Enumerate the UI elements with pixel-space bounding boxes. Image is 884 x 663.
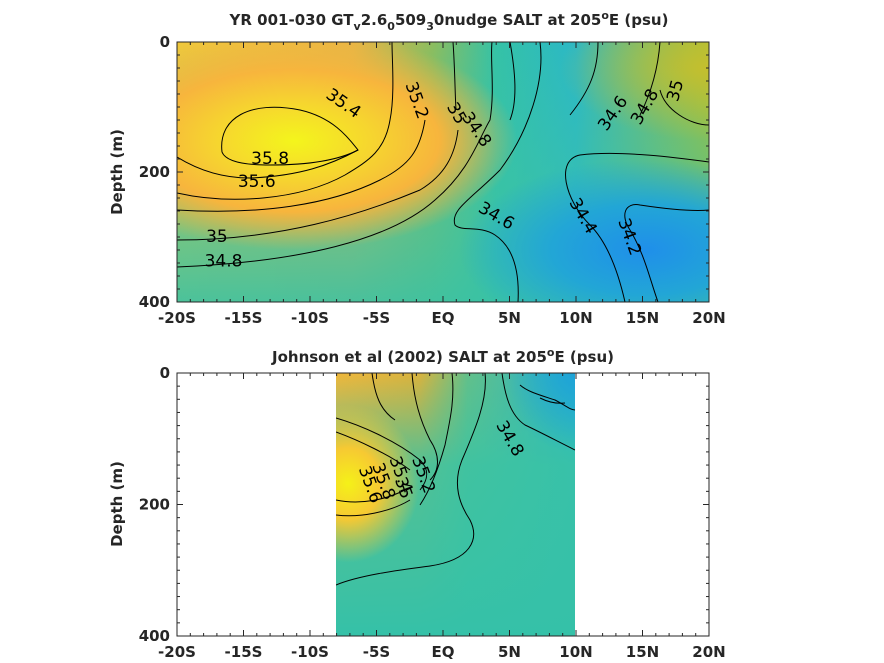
contour-line (565, 152, 709, 302)
top-x-tick-label: -10S (291, 309, 329, 327)
bottom-x-tick-label: 10N (559, 643, 592, 661)
top-y-axis-label: Depth (m) (108, 129, 126, 215)
top-panel: YR 001-030 GTv2.6050930nudge SALT at 205… (108, 9, 726, 327)
top-x-tick-label: -20S (158, 309, 196, 327)
top-x-tick-label: 15N (626, 309, 659, 327)
contour-line (453, 42, 542, 302)
contour-line (336, 373, 486, 586)
contour-line (539, 397, 566, 404)
top-x-tick-label: -5S (363, 309, 390, 327)
contour-line (177, 42, 493, 268)
contour-line (336, 499, 411, 517)
top-x-tick-label: EQ (432, 309, 455, 327)
top-y-tick-label: 400 (139, 293, 170, 311)
contour-line (419, 373, 454, 506)
contour-line (519, 384, 575, 411)
bottom-y-tick-label: 200 (139, 496, 170, 514)
contour-line (371, 373, 396, 421)
contour-line (659, 89, 709, 126)
contour-label: 35.8 (251, 149, 289, 169)
contour-line (501, 373, 575, 451)
bottom-panel: Johnson et al (2002) SALT at 205oE (psu)… (108, 346, 726, 661)
contour-line (177, 119, 426, 212)
top-x-tick-label: -15S (225, 309, 263, 327)
top-y-tick-label: 200 (139, 163, 170, 181)
bottom-y-axis-label: Depth (m) (108, 461, 126, 547)
bottom-x-tick-label: EQ (432, 643, 455, 661)
contour-line (177, 129, 459, 241)
top-y-tick-label: 0 (160, 33, 170, 51)
top-x-tick-label: 10N (559, 309, 592, 327)
contour-line (177, 149, 359, 179)
contour-line (336, 417, 428, 491)
contour-line (411, 373, 438, 481)
contour-line (452, 42, 457, 111)
bottom-y-tick-label: 0 (160, 364, 170, 382)
contour-label: 34.8 (205, 252, 243, 272)
bottom-x-tick-label: -15S (225, 643, 263, 661)
bottom-x-tick-label: -20S (158, 643, 196, 661)
bottom-x-tick-label: -10S (291, 643, 329, 661)
contour-line (336, 489, 406, 503)
bottom-y-tick-label: 400 (139, 627, 170, 645)
bottom-x-tick-label: 15N (626, 643, 659, 661)
contour-line (177, 42, 394, 200)
bottom-x-tick-label: 5N (498, 643, 521, 661)
contour-line (221, 106, 359, 166)
contour-label: 35 (206, 227, 228, 247)
top-x-tick-label: 20N (692, 309, 725, 327)
top-title: YR 001-030 GTv2.6050930nudge SALT at 205… (229, 9, 669, 33)
contour-label: 35.6 (238, 172, 276, 192)
top-x-tick-label: 5N (498, 309, 521, 327)
bottom-title: Johnson et al (2002) SALT at 205oE (psu) (271, 346, 614, 366)
bottom-x-tick-label: -5S (363, 643, 390, 661)
bottom-x-tick-label: 20N (692, 643, 725, 661)
contour-line (639, 42, 661, 116)
contour-line (509, 42, 516, 121)
contour-line (624, 204, 709, 302)
contour-line (336, 431, 411, 471)
contour-line (569, 42, 599, 116)
